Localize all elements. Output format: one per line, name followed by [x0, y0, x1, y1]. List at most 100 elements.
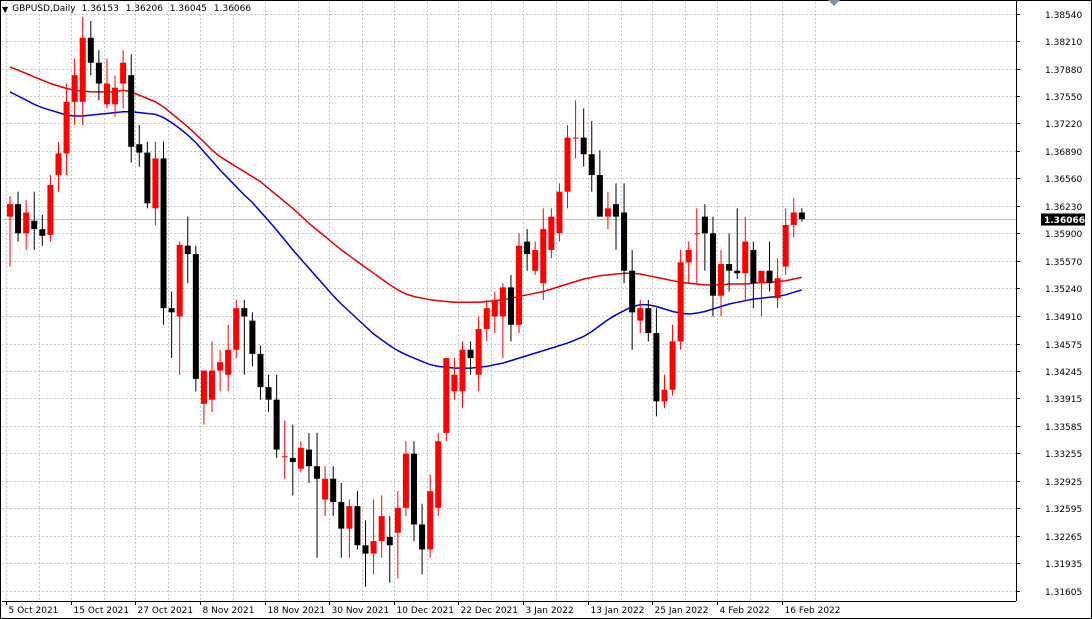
date-tick-label: 16 Feb 2022: [785, 606, 841, 616]
candle-body: [516, 245, 523, 325]
candle: [419, 503, 426, 575]
candle: [726, 233, 733, 292]
candle-body: [233, 308, 240, 350]
candle-body: [281, 456, 288, 458]
candle-body: [63, 101, 70, 154]
date-tick-label: 5 Oct 2021: [9, 606, 59, 616]
candle-body: [95, 62, 102, 84]
candle-body: [128, 75, 135, 147]
candle: [693, 208, 700, 284]
candle-body: [701, 216, 708, 234]
candle-body: [750, 249, 757, 284]
candle: [176, 241, 183, 375]
candle-body: [273, 399, 280, 450]
candle: [467, 341, 474, 375]
candle: [742, 216, 749, 300]
candle: [548, 208, 555, 259]
candle-body: [79, 37, 86, 102]
price-tick-label: 1.38540: [1045, 11, 1082, 21]
chart-shift-marker-icon[interactable]: [828, 0, 840, 6]
candle: [572, 100, 579, 159]
candle-body: [249, 320, 256, 354]
candle-body: [184, 245, 191, 255]
date-tick-label: 30 Nov 2021: [332, 606, 390, 616]
candle: [427, 474, 434, 558]
candle-body: [467, 349, 474, 359]
candle: [112, 75, 119, 117]
candle: [55, 141, 62, 192]
candle-body: [726, 264, 733, 271]
candle-body: [645, 308, 652, 334]
candle: [540, 208, 547, 300]
price-tick-label: 1.34575: [1045, 341, 1082, 351]
candle-body: [685, 249, 692, 263]
candle: [297, 441, 304, 473]
candle: [596, 150, 603, 217]
candle-body: [160, 158, 167, 309]
price-tick-label: 1.33915: [1045, 395, 1082, 405]
candle-body: [661, 389, 668, 402]
candle: [621, 183, 628, 284]
candle: [653, 308, 660, 417]
candle: [758, 270, 765, 317]
date-tick-label: 27 Oct 2021: [138, 606, 194, 616]
candle: [394, 491, 401, 579]
candle: [629, 249, 636, 350]
candle-body: [168, 308, 175, 313]
candle-body: [136, 144, 143, 153]
ohlc-open: 1.36153: [81, 4, 119, 14]
candle: [483, 299, 490, 342]
date-tick-label: 4 Feb 2022: [720, 606, 770, 616]
date-tick-label: 8 Nov 2021: [203, 606, 255, 616]
price-tick-label: 1.33255: [1045, 450, 1082, 460]
date-tick-label: 22 Dec 2021: [461, 606, 519, 616]
candle: [314, 432, 321, 558]
candle: [7, 195, 13, 267]
candle-body: [637, 308, 644, 321]
candle-body: [677, 262, 684, 342]
candle: [604, 191, 611, 230]
price-tick-label: 1.37880: [1045, 66, 1082, 76]
candle: [273, 374, 280, 458]
candle-body: [507, 287, 514, 325]
candle-body: [475, 328, 482, 375]
dropdown-arrow-icon[interactable]: ▼: [2, 4, 9, 14]
candle-body: [71, 75, 78, 102]
candle-body: [548, 216, 555, 250]
candle-body: [305, 449, 312, 467]
candle: [637, 299, 644, 334]
candle: [701, 204, 708, 271]
candle-body: [734, 270, 741, 274]
candle: [322, 466, 329, 517]
price-tick-label: 1.35900: [1045, 230, 1082, 240]
candle-body: [346, 506, 353, 529]
price-tick-label: 1.35240: [1045, 285, 1082, 295]
candle-body: [55, 153, 62, 176]
candle-body: [362, 545, 369, 554]
candle-body: [532, 249, 539, 271]
price-tick-label: 1.31935: [1045, 560, 1082, 570]
candle: [556, 183, 563, 242]
candle-body: [693, 233, 700, 235]
ma-fast-line: [9, 66, 802, 304]
date-tick-label: 15 Oct 2021: [74, 606, 130, 616]
candle-body: [23, 212, 30, 234]
candle-body: [427, 491, 434, 550]
candle: [241, 299, 248, 375]
candle-body: [152, 158, 159, 209]
candle: [669, 324, 676, 396]
price-tick-label: 1.37550: [1045, 93, 1082, 103]
candle: [386, 516, 393, 583]
price-tick-label: 1.36890: [1045, 148, 1082, 158]
candle: [95, 50, 102, 101]
candle: [305, 432, 312, 483]
candle: [281, 420, 288, 479]
candle-body: [588, 154, 595, 176]
candle: [790, 198, 797, 238]
candle: [265, 374, 272, 413]
candle: [362, 520, 369, 587]
candle: [411, 441, 417, 542]
